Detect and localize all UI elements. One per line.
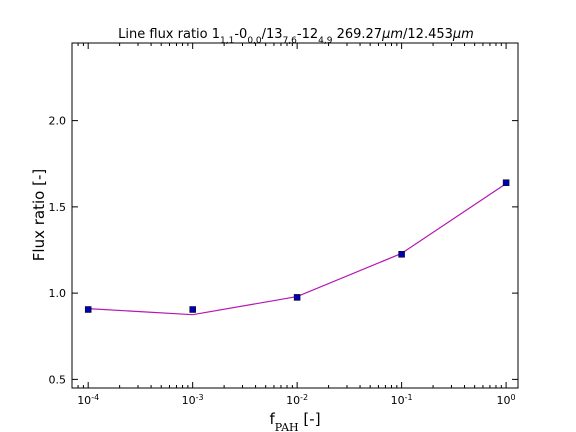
y-tick-label-0: 0.5	[49, 373, 67, 386]
x-tick-label-1: 10-3	[182, 393, 204, 408]
chart-title: Line flux ratio 11,1-00,0/137,6-124,9 26…	[118, 27, 474, 46]
plot-frame	[71, 42, 519, 389]
y-axis-label: Flux ratio [-]	[30, 169, 48, 261]
data-point-4	[502, 179, 510, 186]
x-tick-label-3: 10-1	[391, 393, 413, 408]
data-point-0	[84, 306, 92, 313]
y-tick-label-1: 1.0	[49, 287, 67, 300]
y-tick-label-3: 2.0	[49, 115, 67, 128]
x-tick-label-2: 10-2	[286, 393, 308, 408]
y-tick-label-2: 1.5	[49, 201, 67, 214]
x-tick-label-4: 100	[497, 393, 516, 408]
ticks-layer: 10-4 10-3 10-2 10-1 100 0.5 1.0 1.5 2.0	[49, 43, 518, 408]
data-point-1	[189, 306, 196, 313]
data-point-3	[398, 251, 405, 258]
series-layer	[84, 179, 510, 316]
x-axis-label: fPAH [-]	[269, 410, 320, 432]
data-point-2	[293, 294, 301, 301]
x-tick-label-0: 10-4	[77, 393, 99, 408]
